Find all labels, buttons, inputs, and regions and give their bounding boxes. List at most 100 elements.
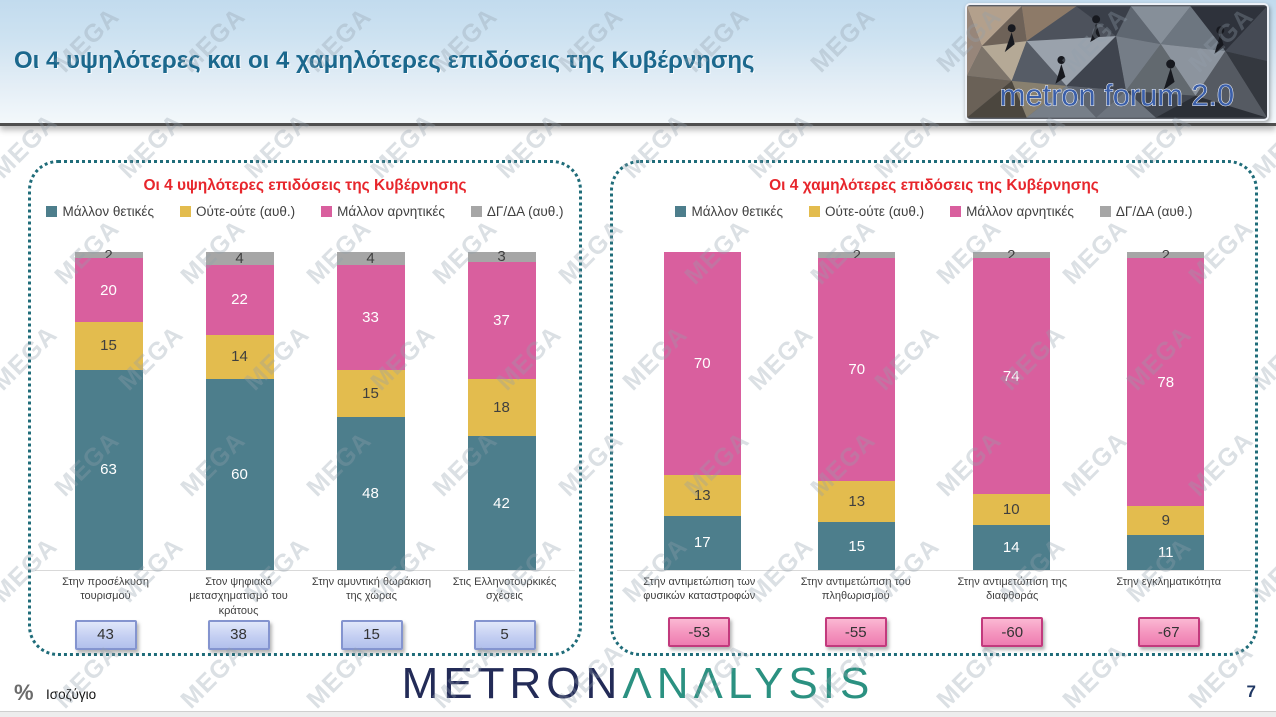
category-label: Στην αντιμετώπιση του πληθωρισμού: [800, 576, 911, 603]
stacked-bar: 3 37 18 42: [467, 248, 536, 570]
category-label: Στις Ελληνοτουρκικές σχέσεις: [452, 576, 557, 603]
brand-metron: METRON: [401, 659, 623, 708]
category-label: Στην αμυντική θωράκιση της χώρας: [311, 576, 432, 603]
percent-symbol: %: [14, 680, 34, 705]
stacked-bar: 2 20 15 63: [74, 248, 143, 570]
bar-segment: 18: [467, 379, 536, 437]
balance-score-row: -53 -55 -60 -67: [621, 617, 1247, 647]
legend-swatch: [321, 206, 333, 217]
balance-score-box: 5: [473, 619, 536, 650]
segment-value-label: 3: [497, 248, 506, 266]
x-axis-line: [617, 570, 1251, 571]
chart-legend: Μάλλον θετικές Ούτε-ούτε (αυθ.) Μάλλον αρν…: [39, 204, 571, 219]
legend-swatch: [470, 206, 482, 217]
legend-label: Μάλλον θετικές: [62, 204, 154, 219]
bar-segment: 48: [336, 417, 405, 570]
legend-item: Μάλλον αρνητικές: [321, 204, 445, 219]
stacked-bar: 4 33 15 48: [336, 251, 405, 570]
category-label: Στην εγκληματικότητα: [1116, 576, 1222, 588]
legend-swatch: [1099, 206, 1111, 217]
bar-segment: 11: [1127, 535, 1205, 570]
segment-value-label: 15: [362, 385, 379, 403]
segment-value-label: 18: [493, 399, 510, 417]
legend-label: ΔΓ/ΔΑ (αυθ.): [1115, 204, 1193, 219]
segment-value-label: 2: [1007, 246, 1016, 264]
segment-value-label: 48: [362, 485, 379, 503]
stacked-bar: 2 78 9 11: [1127, 248, 1205, 570]
balance-score-box: 38: [207, 619, 270, 650]
bar-column: 2 78 9 11: [1089, 248, 1244, 570]
bar-segment: 70: [663, 252, 741, 475]
highest-performance-panel: Οι 4 υψηλότερες επιδόσεις της Κυβέρνησης…: [28, 160, 582, 656]
balance-box-slot: 5: [438, 619, 571, 650]
bar-segment: 33: [336, 264, 405, 370]
chart-title: Οι 4 υψηλότερες επιδόσεις της Κυβέρνησης: [143, 177, 467, 194]
metron-forum-logo: metron forum 2.0: [965, 3, 1269, 121]
segment-value-label: 63: [100, 461, 117, 479]
legend-item: Ούτε-ούτε (αυθ.): [808, 204, 924, 219]
page-title: Οι 4 υψηλότερες και οι 4 χαμηλότερες επι…: [14, 47, 755, 74]
bar-column: 4 33 15 48: [305, 251, 436, 570]
stacked-bar: 4 22 14 60: [205, 251, 274, 570]
stacked-bar: 2 70 13 15: [818, 248, 896, 570]
segment-value-label: 2: [104, 246, 113, 264]
category-label: Στην προσέλκυση τουρισμού: [62, 576, 149, 603]
bar-segment: 2: [972, 248, 1050, 263]
bar-column: 2 74 10 14: [934, 248, 1089, 570]
balance-box-slot: -67: [1091, 617, 1248, 647]
balance-box-slot: 43: [39, 619, 172, 650]
balance-legend-label: Ισοζύγιο: [46, 687, 97, 702]
bar-column: 2 70 13 15: [780, 248, 935, 570]
balance-box-slot: -60: [934, 617, 1091, 647]
legend-item: Μάλλον θετικές: [675, 204, 783, 219]
balance-score-box: -53: [668, 617, 731, 647]
people-silhouettes: [1004, 15, 1225, 90]
bar-segment: 13: [663, 474, 741, 516]
segment-value-label: 13: [693, 486, 711, 504]
legend-item: ΔΓ/ΔΑ (αυθ.): [470, 204, 564, 219]
page-number: 7: [1246, 682, 1256, 701]
balance-box-slot: -55: [778, 617, 935, 647]
legend-swatch: [46, 206, 58, 217]
balance-box-slot: -53: [621, 617, 778, 647]
segment-value-label: 11: [1157, 544, 1174, 562]
bar-segment: 14: [972, 525, 1050, 570]
segment-value-label: 37: [493, 311, 510, 329]
bar-segment: 2: [1127, 248, 1205, 263]
bar-segment: 10: [972, 493, 1050, 526]
bar-segment: 60: [205, 379, 274, 570]
bar-segment: 42: [467, 436, 536, 570]
legend-label: Μάλλον αρνητικές: [966, 204, 1074, 219]
bar-segment: 17: [663, 515, 741, 570]
balance-score-row: 43 38 15 5: [39, 619, 571, 650]
bar-segment: 15: [818, 522, 896, 570]
bar-segment: 20: [74, 258, 143, 322]
legend-item: Μάλλον αρνητικές: [950, 204, 1074, 219]
brand-analysis: ΛNΛLYSIS: [622, 659, 875, 708]
category-label: Στον ψηφιακό μετασχηματισμό του κράτους: [189, 576, 288, 617]
balance-score-box: 15: [340, 619, 403, 650]
stacked-bar-chart: 2 20 15 63 4 22 14 60 4 33 15 48 3 37 18 42: [39, 248, 571, 570]
category-labels: Στην αντιμετώπιση των φυσικών καταστροφώ…: [621, 575, 1247, 615]
legend-label: ΔΓ/ΔΑ (αυθ.): [486, 204, 564, 219]
bar-segment: 74: [972, 258, 1050, 494]
legend-swatch: [808, 206, 820, 217]
segment-value-label: 74: [1002, 367, 1020, 385]
x-axis-line: [35, 570, 575, 571]
stacked-bar-chart: 70 13 17 2 70 13 15 2 74 10 14 2 78 9 11: [621, 248, 1247, 570]
metron-analysis-logo: METRONΛNΛLYSIS: [402, 659, 875, 709]
segment-value-label: 70: [693, 354, 711, 372]
balance-score-box: -60: [981, 617, 1044, 647]
bottom-edge-strip: [0, 711, 1276, 717]
legend-swatch: [950, 206, 962, 217]
segment-value-label: 2: [852, 246, 861, 264]
slide-header: Οι 4 υψηλότερες και οι 4 χαμηλότερες επι…: [0, 0, 1276, 126]
chart-title: Οι 4 χαμηλότερες επιδόσεις της Κυβέρνηση…: [769, 177, 1099, 194]
segment-value-label: 70: [848, 361, 866, 379]
segment-value-label: 42: [493, 494, 510, 512]
bar-segment: 2: [818, 248, 896, 263]
stacked-bar: 2 74 10 14: [972, 248, 1050, 570]
bar-column: 70 13 17: [625, 252, 780, 570]
bar-segment: 37: [467, 261, 536, 380]
bar-segment: 78: [1127, 258, 1205, 507]
